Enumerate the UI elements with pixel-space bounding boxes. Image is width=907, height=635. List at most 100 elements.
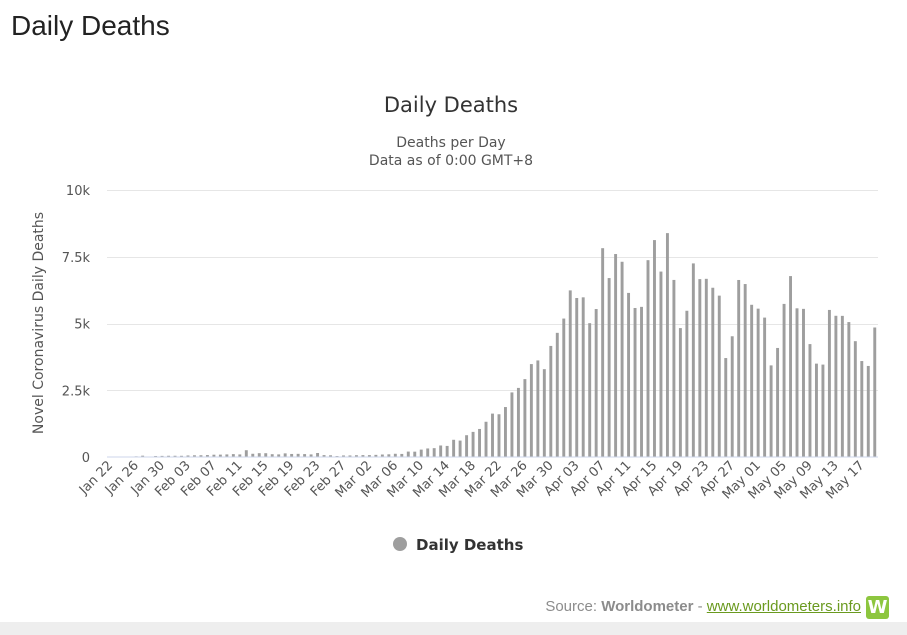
bar[interactable] [329, 455, 332, 457]
bar[interactable] [510, 392, 514, 457]
bar[interactable] [303, 454, 307, 457]
bar[interactable] [685, 310, 689, 457]
bar[interactable] [290, 453, 294, 457]
bar[interactable] [756, 308, 760, 457]
bar[interactable] [665, 233, 669, 457]
bar[interactable] [678, 328, 682, 457]
bar[interactable] [251, 453, 255, 457]
bar[interactable] [776, 347, 780, 457]
bar[interactable] [601, 248, 605, 457]
bar[interactable] [827, 309, 831, 457]
bar[interactable] [504, 407, 507, 457]
bar[interactable] [789, 276, 792, 457]
bar[interactable] [653, 240, 656, 457]
bar[interactable] [270, 454, 274, 457]
bar[interactable] [452, 439, 456, 457]
bar[interactable] [769, 365, 773, 457]
bar[interactable] [465, 435, 469, 457]
bar[interactable] [426, 448, 430, 457]
bar[interactable] [361, 455, 365, 457]
bar[interactable] [750, 304, 754, 457]
bar[interactable] [497, 414, 501, 457]
bar[interactable] [711, 287, 715, 457]
bar[interactable] [627, 292, 631, 457]
bar[interactable] [264, 453, 268, 457]
bar[interactable] [588, 323, 592, 457]
bar[interactable] [277, 454, 281, 457]
legend[interactable]: Daily Deaths [393, 536, 523, 554]
bar[interactable] [413, 451, 417, 457]
bar[interactable] [555, 332, 559, 457]
bar[interactable] [542, 369, 546, 457]
bar[interactable] [834, 315, 838, 457]
bar[interactable] [866, 365, 870, 457]
bar[interactable] [380, 454, 384, 457]
bar[interactable] [568, 290, 572, 457]
bar[interactable] [212, 454, 216, 457]
bar[interactable] [484, 421, 488, 457]
bar[interactable] [393, 453, 397, 457]
bar[interactable] [730, 336, 734, 457]
source-link[interactable]: www.worldometers.info [706, 598, 861, 615]
bar[interactable] [231, 454, 235, 457]
bar[interactable] [808, 344, 812, 457]
bar[interactable] [491, 413, 494, 457]
bar[interactable] [316, 453, 320, 457]
bar[interactable] [549, 345, 553, 457]
bar[interactable] [257, 453, 261, 457]
bar[interactable] [594, 309, 598, 457]
bar[interactable] [672, 279, 676, 457]
bar[interactable] [180, 455, 183, 457]
bar[interactable] [193, 455, 196, 457]
bar[interactable] [342, 455, 345, 457]
bar[interactable] [691, 263, 695, 457]
bar[interactable] [814, 363, 818, 457]
bar[interactable] [309, 454, 313, 457]
bar[interactable] [244, 450, 248, 457]
bar[interactable] [374, 454, 378, 457]
bar[interactable] [471, 431, 475, 457]
bar[interactable] [173, 455, 177, 457]
bar[interactable] [283, 453, 287, 457]
bar[interactable] [406, 451, 410, 457]
bar[interactable] [367, 455, 371, 457]
bar[interactable] [167, 455, 171, 457]
bar[interactable] [218, 454, 222, 457]
bar[interactable] [205, 455, 209, 457]
bar[interactable] [873, 327, 877, 458]
bar[interactable] [225, 454, 229, 457]
bar[interactable] [581, 297, 585, 457]
bar[interactable] [717, 295, 721, 457]
bar[interactable] [633, 307, 637, 457]
bar[interactable] [698, 279, 702, 457]
bar[interactable] [354, 455, 358, 457]
bar[interactable] [296, 453, 300, 457]
bar[interactable] [322, 455, 326, 457]
bar[interactable] [840, 315, 844, 457]
bar[interactable] [141, 455, 145, 457]
bar[interactable] [387, 454, 391, 457]
bar[interactable] [607, 278, 611, 457]
bar[interactable] [154, 455, 158, 457]
bar[interactable] [575, 298, 579, 457]
bar[interactable] [743, 284, 747, 457]
bar[interactable] [458, 440, 462, 457]
bar[interactable] [659, 271, 663, 457]
bar[interactable] [348, 455, 352, 457]
bar[interactable] [160, 455, 164, 457]
bar[interactable] [782, 303, 786, 457]
legend-label[interactable]: Daily Deaths [416, 536, 523, 554]
bar[interactable] [640, 306, 643, 457]
bar[interactable] [614, 254, 618, 457]
bar[interactable] [737, 279, 741, 457]
bar[interactable] [445, 445, 449, 457]
bar[interactable] [763, 317, 767, 457]
bar[interactable] [646, 260, 650, 457]
bar[interactable] [523, 379, 527, 457]
bar[interactable] [860, 361, 864, 457]
bar[interactable] [536, 360, 540, 457]
bar[interactable] [620, 261, 624, 457]
bar[interactable] [795, 308, 799, 457]
bar[interactable] [432, 448, 436, 457]
worldometer-logo-icon[interactable]: W [866, 596, 889, 619]
